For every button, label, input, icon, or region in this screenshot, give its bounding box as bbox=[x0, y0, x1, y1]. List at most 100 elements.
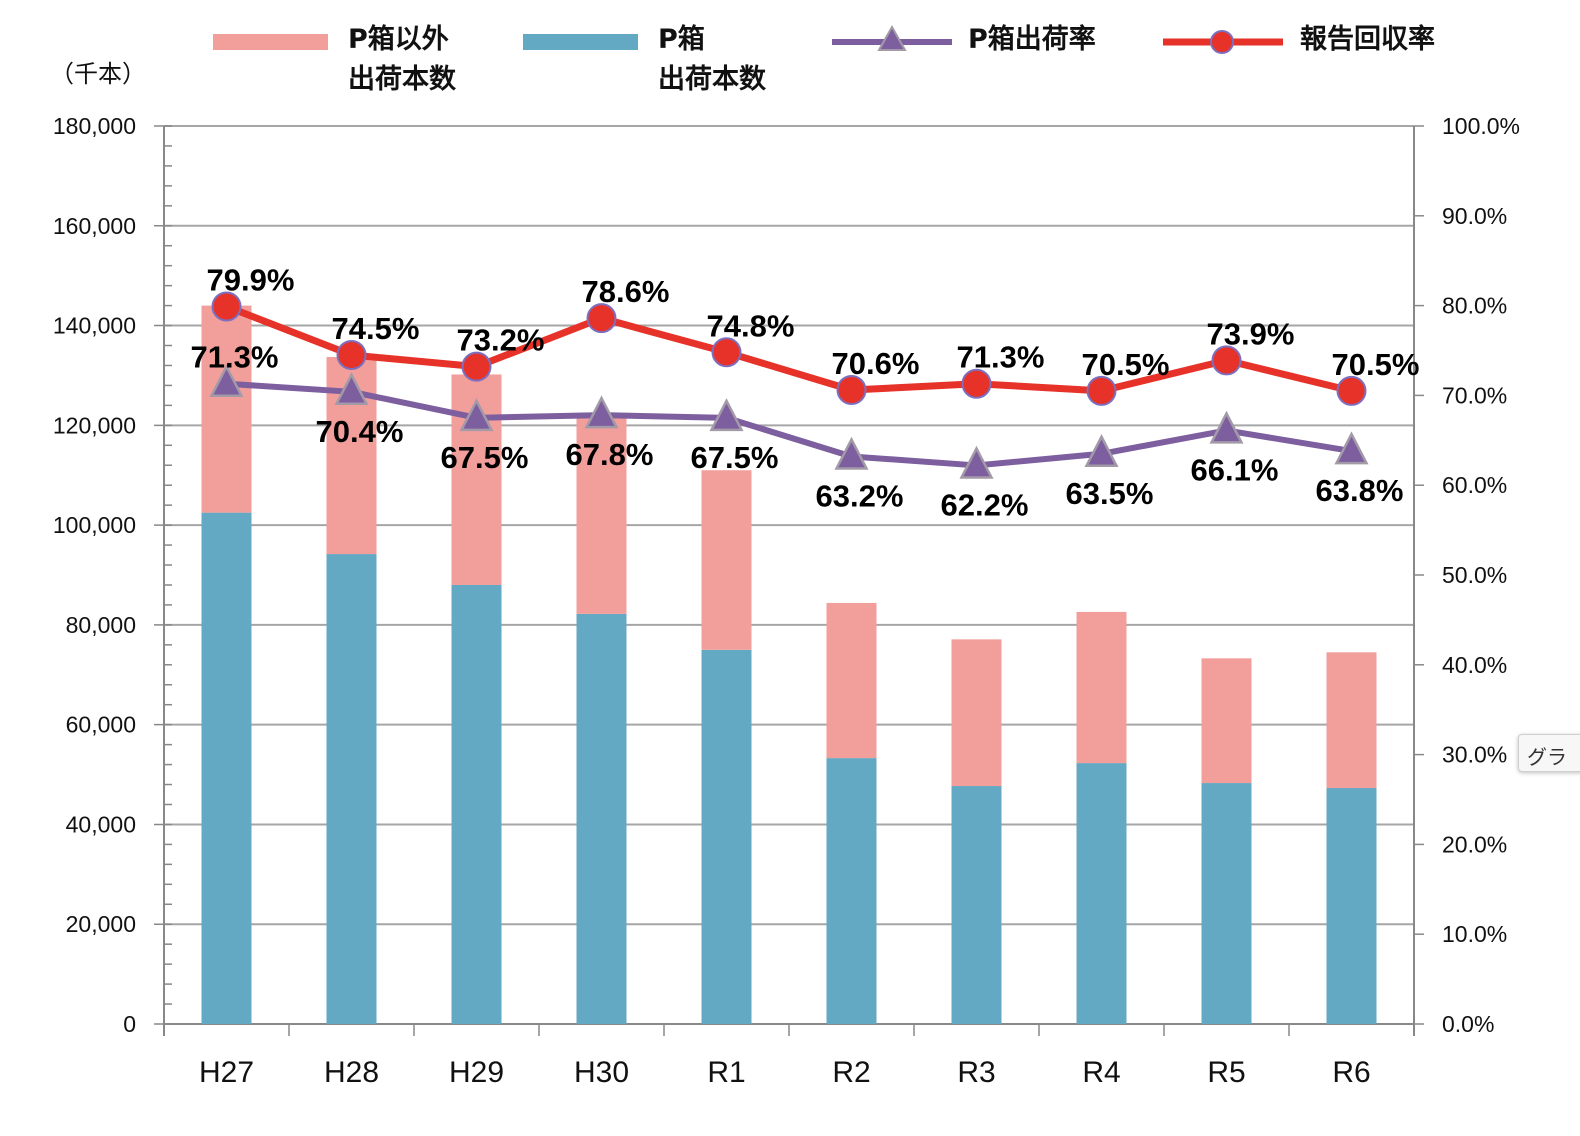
circle-marker bbox=[211, 291, 242, 322]
triangle-marker bbox=[1209, 410, 1244, 444]
category-label: H29 bbox=[449, 1056, 504, 1089]
right-tick-label: 40.0% bbox=[1442, 652, 1507, 678]
right-tick-labels: 0.0% 10.0% 20.0% 30.0% 40.0% 50.0% 60.0% 70.0% 8… bbox=[1442, 113, 1520, 1037]
triangle-marker bbox=[709, 398, 744, 432]
right-tick-label: 20.0% bbox=[1442, 831, 1507, 857]
p-box-rate-label: 67.5% bbox=[441, 440, 529, 475]
legend-label: P箱 bbox=[658, 23, 705, 55]
chart-tooltip-text: グラ bbox=[1527, 745, 1567, 769]
bar-segment bbox=[701, 470, 752, 650]
circle-marker bbox=[1086, 375, 1117, 406]
report-rate-label: 70.6% bbox=[832, 346, 920, 381]
right-tick-label: 90.0% bbox=[1442, 203, 1507, 229]
right-tick-label: 50.0% bbox=[1442, 562, 1507, 588]
left-tick-label: 140,000 bbox=[53, 313, 136, 339]
bar-segment bbox=[1326, 788, 1377, 1024]
right-ticks bbox=[1414, 125, 1424, 1025]
p-box-rate-label: 63.8% bbox=[1316, 473, 1404, 508]
category-label: R6 bbox=[1332, 1056, 1370, 1089]
report-rate-label: 70.5% bbox=[1332, 347, 1420, 382]
left-tick-label: 120,000 bbox=[53, 412, 136, 438]
bar-segment bbox=[701, 649, 752, 1024]
triangle-marker bbox=[459, 398, 494, 432]
bar-segment bbox=[326, 554, 377, 1024]
report-rate-label: 73.2% bbox=[457, 323, 545, 358]
category-label: R1 bbox=[707, 1056, 745, 1089]
bar-segment bbox=[1201, 658, 1252, 784]
category-label: R2 bbox=[832, 1056, 870, 1089]
p-box-rate-label: 62.2% bbox=[941, 487, 1029, 522]
left-tick-label: 20,000 bbox=[66, 911, 136, 937]
series-line bbox=[226, 380, 1352, 469]
report-rate-label: 71.3% bbox=[957, 340, 1045, 375]
left-tick-label: 100,000 bbox=[53, 512, 136, 538]
p-box-rate-label: 70.4% bbox=[316, 414, 404, 449]
circle-marker bbox=[461, 351, 492, 382]
report-rate-label: 74.5% bbox=[332, 311, 420, 346]
triangle-marker bbox=[209, 364, 244, 397]
bars bbox=[201, 305, 1377, 1024]
triangle-marker bbox=[584, 395, 619, 429]
triangle-marker bbox=[1084, 434, 1119, 468]
legend-label: P箱出荷率 bbox=[968, 23, 1096, 55]
category-label: H28 bbox=[324, 1056, 379, 1089]
report-rate-label: 79.9% bbox=[207, 262, 295, 297]
report-rate-label: 78.6% bbox=[582, 274, 670, 309]
left-tick-label: 40,000 bbox=[66, 811, 136, 837]
left-tick-label: 80,000 bbox=[66, 612, 136, 638]
triangle-marker bbox=[1334, 431, 1369, 465]
bar-segment bbox=[1076, 611, 1127, 764]
right-tick-label: 60.0% bbox=[1442, 472, 1507, 498]
p-box-rate-label: 71.3% bbox=[191, 340, 279, 375]
bar-segment bbox=[576, 613, 627, 1024]
circle-marker bbox=[836, 375, 867, 406]
left-tick-label: 160,000 bbox=[53, 213, 136, 239]
bar-segment bbox=[451, 584, 502, 1024]
right-tick-label: 70.0% bbox=[1442, 382, 1507, 408]
triangle-marker bbox=[334, 372, 369, 406]
left-tick-label: 0 bbox=[123, 1011, 136, 1037]
category-label: H30 bbox=[574, 1056, 629, 1089]
report-rate-label: 70.5% bbox=[1082, 347, 1170, 382]
legend-circle-marker bbox=[1210, 30, 1234, 54]
circle-marker bbox=[961, 368, 992, 399]
legend-label: 出荷本数 bbox=[658, 64, 767, 95]
category-label: H27 bbox=[199, 1056, 254, 1089]
y-left-unit-label: （千本） bbox=[50, 60, 146, 88]
data-labels: 79.9% 71.3% 74.5% 70.4% 73.2% 67.5% 78.6% 67.8%… bbox=[191, 262, 1420, 522]
legend-swatch bbox=[523, 34, 638, 50]
left-tick-label: 60,000 bbox=[66, 712, 136, 738]
circle-marker bbox=[1211, 345, 1242, 376]
bar-segment bbox=[951, 639, 1002, 787]
p-box-rate-label: 63.5% bbox=[1066, 476, 1154, 511]
p-box-rate-label: 67.5% bbox=[691, 440, 779, 475]
circle-marker bbox=[336, 339, 367, 370]
triangle-marker bbox=[834, 436, 869, 470]
x-ticks bbox=[163, 1024, 1415, 1036]
legend-label: 出荷本数 bbox=[348, 64, 457, 95]
left-minor-ticks bbox=[154, 125, 172, 1025]
category-labels: H27 H28 H29 H30 R1 R2 R3 R4 R5 R6 bbox=[199, 1056, 1371, 1089]
category-label: R4 bbox=[1082, 1056, 1120, 1089]
circle-marker bbox=[586, 303, 617, 334]
legend-item-p-box-rate: P箱出荷率 bbox=[832, 23, 1096, 55]
chart-tooltip: グラ bbox=[1518, 734, 1580, 772]
bar-segment bbox=[951, 786, 1002, 1024]
legend-triangle-marker bbox=[877, 24, 907, 51]
bar-segment bbox=[201, 305, 252, 513]
bar-segment bbox=[201, 512, 252, 1024]
circle-marker bbox=[1336, 375, 1367, 406]
legend-swatch bbox=[213, 34, 328, 50]
report-rate-label: 73.9% bbox=[1207, 316, 1295, 351]
left-tick-label: 180,000 bbox=[53, 113, 136, 139]
legend-item-report-rate: 報告回収率 bbox=[1163, 23, 1435, 55]
series-p-box-rate bbox=[209, 364, 1369, 479]
right-tick-label: 80.0% bbox=[1442, 293, 1507, 319]
report-rate-label: 74.8% bbox=[707, 308, 795, 343]
left-tick-labels: 0 20,000 40,000 60,000 80,000 100,000 120,000 1… bbox=[53, 113, 136, 1037]
right-tick-label: 0.0% bbox=[1442, 1011, 1494, 1037]
bar-segment bbox=[576, 416, 627, 614]
